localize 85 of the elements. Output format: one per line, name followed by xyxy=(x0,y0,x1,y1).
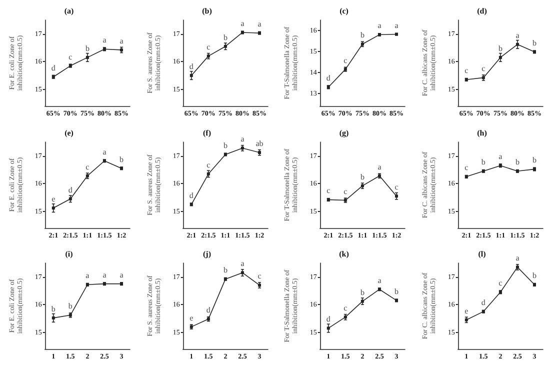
annotation: a xyxy=(394,20,399,30)
annotation: b xyxy=(119,154,124,164)
chart-title: (c) xyxy=(340,6,349,16)
chart-title: (f) xyxy=(202,128,211,138)
annotation: a xyxy=(102,270,107,280)
annotation: c xyxy=(498,278,502,288)
annotation: c xyxy=(206,160,210,169)
annotation: d xyxy=(188,62,193,71)
point xyxy=(223,44,226,48)
point xyxy=(515,42,518,46)
annotation: d xyxy=(326,74,330,83)
annotation: a xyxy=(515,30,520,40)
annotation: a xyxy=(240,134,244,144)
annotation: a xyxy=(120,270,124,280)
annotation: a xyxy=(102,36,107,45)
annotation: c xyxy=(68,52,73,62)
point xyxy=(68,196,72,200)
point xyxy=(360,300,364,303)
annotation: b xyxy=(222,140,227,150)
chart-title: (e) xyxy=(64,128,74,138)
point xyxy=(206,172,210,175)
annotation: a xyxy=(498,152,502,161)
chart-title: (b) xyxy=(202,6,212,16)
chart-title: (k) xyxy=(339,250,350,259)
annotation: c xyxy=(344,56,348,65)
annotation: d xyxy=(188,190,193,200)
annotation: c xyxy=(86,162,90,171)
annotation: b xyxy=(394,287,398,296)
annotation: a xyxy=(257,20,262,29)
annotation: b xyxy=(360,172,364,181)
annotation: a xyxy=(86,271,90,280)
annotation: a xyxy=(240,18,244,28)
annotation: b xyxy=(532,38,536,48)
annotation: c xyxy=(464,66,468,76)
annotation: c xyxy=(206,42,210,52)
annotation: d xyxy=(206,306,210,315)
chart-title: (l) xyxy=(478,250,486,259)
chart-title: (a) xyxy=(64,6,74,16)
annotation: a xyxy=(240,259,244,268)
point xyxy=(394,194,398,198)
annotation: e xyxy=(464,306,468,316)
annotation: c xyxy=(481,64,486,74)
chart-title: (j) xyxy=(202,250,211,259)
annotation: a xyxy=(378,162,382,171)
annotation: b xyxy=(360,288,364,297)
annotation: c xyxy=(344,304,348,313)
annotation: a xyxy=(378,21,382,30)
annotation: b xyxy=(514,157,519,166)
annotation: c xyxy=(344,186,348,196)
annotation: b xyxy=(222,32,227,42)
point xyxy=(240,271,244,274)
annotation: b xyxy=(532,155,536,164)
annotation: b xyxy=(51,304,56,314)
annotation: d xyxy=(326,314,330,324)
chart-title: (h) xyxy=(476,128,487,138)
point xyxy=(52,206,55,210)
annotation: a xyxy=(515,254,520,263)
annotation: a xyxy=(120,36,124,46)
point xyxy=(189,74,192,77)
annotation: b xyxy=(532,271,536,280)
chart-title: (d) xyxy=(476,6,487,16)
annotation: c xyxy=(394,182,399,192)
annotation: b xyxy=(68,302,72,311)
annotation: c xyxy=(464,162,468,172)
chart-title: (i) xyxy=(65,250,74,259)
point xyxy=(86,56,89,59)
point xyxy=(52,316,55,320)
annotation: b xyxy=(360,30,364,40)
annotation: b xyxy=(222,266,227,275)
annotation: ab xyxy=(255,138,263,148)
annotation: b xyxy=(85,44,90,53)
annotation: c xyxy=(257,272,262,281)
annotation: e xyxy=(52,194,56,204)
annotation: d xyxy=(68,184,72,194)
annotation: a xyxy=(378,276,382,286)
annotation: c xyxy=(326,186,331,195)
annotation: d xyxy=(51,63,56,72)
annotation: a xyxy=(102,146,107,156)
point xyxy=(498,56,502,59)
chart-title: (g) xyxy=(339,128,349,138)
annotation: b xyxy=(498,44,502,53)
annotation: d xyxy=(480,298,485,308)
annotation: e xyxy=(189,313,194,322)
annotation: b xyxy=(480,157,485,166)
point xyxy=(326,326,330,330)
